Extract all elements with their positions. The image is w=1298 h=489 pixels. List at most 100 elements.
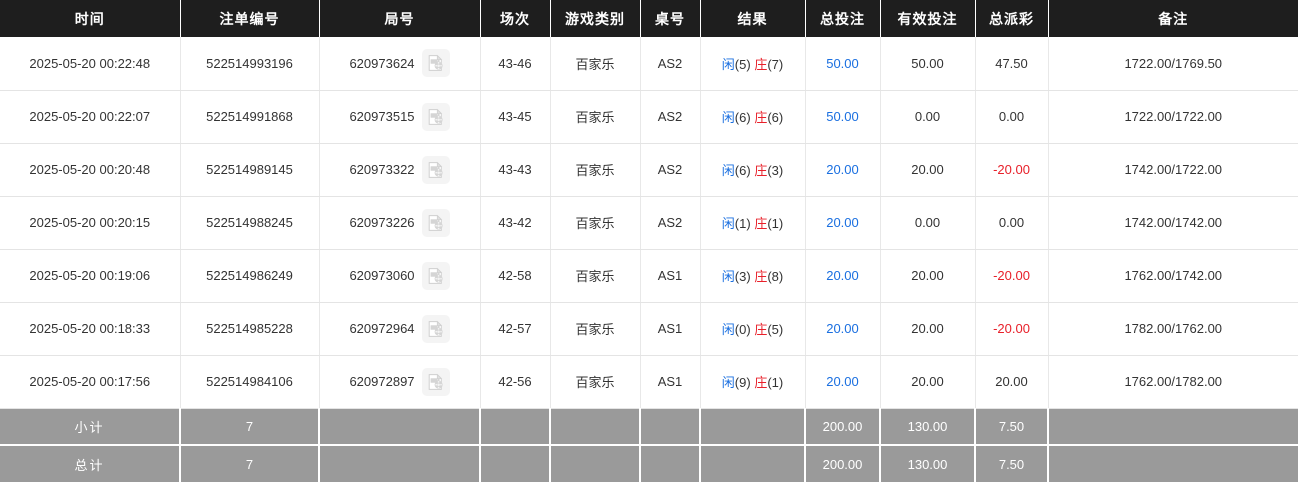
- video-record-icon[interactable]: [421, 367, 450, 396]
- cell-valid-stake: 20.00: [880, 249, 976, 303]
- column-header-session: 场次: [480, 0, 551, 37]
- cell-payout: 0.00: [975, 90, 1049, 144]
- cell-valid-stake: 50.00: [880, 37, 976, 91]
- summary-round: [319, 408, 481, 446]
- result-banker-value: (8): [767, 269, 784, 284]
- cell-table-no: AS1: [640, 249, 701, 303]
- table-row[interactable]: 2025-05-20 00:20:15 522514988245 6209732…: [0, 196, 1298, 250]
- result-player-value: (6): [734, 110, 751, 125]
- video-record-icon[interactable]: [421, 49, 450, 78]
- summary-table-no: [640, 408, 701, 446]
- cell-result: 闲(6) 庄(6): [700, 90, 806, 144]
- cell-stake: 20.00: [805, 355, 881, 409]
- cell-game: 百家乐: [550, 90, 641, 144]
- video-record-icon[interactable]: [421, 208, 450, 237]
- table-row[interactable]: 2025-05-20 00:22:07 522514991868 6209735…: [0, 90, 1298, 144]
- summary-result: [700, 408, 806, 446]
- summary-session: [480, 408, 551, 446]
- cell-stake: 20.00: [805, 302, 881, 356]
- summary-stake: 200.00: [805, 408, 881, 446]
- cell-stake: 20.00: [805, 249, 881, 303]
- cell-game: 百家乐: [550, 249, 641, 303]
- cell-result: 闲(1) 庄(1): [700, 196, 806, 250]
- cell-payout: -20.00: [975, 143, 1049, 197]
- video-record-icon[interactable]: [421, 155, 450, 184]
- cell-valid-stake: 0.00: [880, 90, 976, 144]
- table-row[interactable]: 2025-05-20 00:17:56 522514984106 6209728…: [0, 355, 1298, 409]
- cell-time: 2025-05-20 00:20:48: [0, 143, 181, 197]
- summary-game: [550, 408, 641, 446]
- cell-table-no: AS2: [640, 196, 701, 250]
- summary-table-no: [640, 445, 701, 482]
- table-header: 时间 注单编号 局号 场次 游戏类别 桌号 结果 总投注 有效投注 总派彩 备注: [0, 0, 1298, 37]
- video-record-icon[interactable]: [421, 102, 450, 131]
- table-body: 2025-05-20 00:22:48 522514993196 6209736…: [0, 37, 1298, 409]
- result-player-label: 闲: [721, 56, 735, 72]
- cell-round: 620973624: [319, 37, 481, 91]
- round-number: 620973226: [349, 215, 415, 230]
- table-row[interactable]: 2025-05-20 00:22:48 522514993196 6209736…: [0, 37, 1298, 91]
- result-banker-value: (1): [767, 216, 784, 231]
- cell-payout: -20.00: [975, 249, 1049, 303]
- cell-session: 42-57: [480, 302, 551, 356]
- cell-payout: 20.00: [975, 355, 1049, 409]
- cell-session: 42-58: [480, 249, 551, 303]
- cell-payout: -20.00: [975, 302, 1049, 356]
- cell-bet-id: 522514989145: [180, 143, 320, 197]
- summary-session: [480, 445, 551, 482]
- cell-round: 620973226: [319, 196, 481, 250]
- cell-game: 百家乐: [550, 355, 641, 409]
- result-player-label: 闲: [721, 163, 735, 178]
- cell-table-no: AS2: [640, 37, 701, 91]
- column-header-game: 游戏类别: [550, 0, 641, 37]
- summary-remark: [1048, 445, 1298, 482]
- header-row: 时间 注单编号 局号 场次 游戏类别 桌号 结果 总投注 有效投注 总派彩 备注: [0, 0, 1298, 37]
- summary-row: 总计 7 200.00 130.00 7.50: [0, 445, 1298, 482]
- cell-remark: 1762.00/1742.00: [1048, 249, 1298, 303]
- table-row[interactable]: 2025-05-20 00:18:33 522514985228 6209729…: [0, 302, 1298, 356]
- result-banker-label: 庄: [754, 110, 768, 125]
- video-record-icon[interactable]: [421, 314, 450, 343]
- cell-time: 2025-05-20 00:19:06: [0, 249, 181, 303]
- result-banker-value: (5): [767, 322, 784, 337]
- cell-result: 闲(6) 庄(3): [700, 143, 806, 197]
- cell-valid-stake: 20.00: [880, 355, 976, 409]
- column-header-remark: 备注: [1048, 0, 1298, 37]
- summary-valid-stake: 130.00: [880, 408, 976, 446]
- cell-remark: 1742.00/1742.00: [1048, 196, 1298, 250]
- summary-payout: 7.50: [975, 445, 1049, 482]
- summary-round: [319, 445, 481, 482]
- cell-valid-stake: 20.00: [880, 302, 976, 356]
- result-player-value: (0): [734, 322, 751, 337]
- column-header-valid-stake: 有效投注: [880, 0, 976, 37]
- cell-bet-id: 522514993196: [180, 37, 320, 91]
- cell-round: 620973515: [319, 90, 481, 144]
- result-player-value: (3): [734, 269, 751, 284]
- cell-stake: 50.00: [805, 37, 881, 91]
- cell-result: 闲(9) 庄(1): [700, 355, 806, 409]
- round-number: 620973322: [349, 162, 415, 177]
- table-summary: 小计 7 200.00 130.00 7.50 总计 7 200.00 130.…: [0, 408, 1298, 482]
- cell-session: 43-45: [480, 90, 551, 144]
- summary-stake: 200.00: [805, 445, 881, 482]
- summary-label: 小计: [0, 408, 181, 446]
- video-record-icon[interactable]: [421, 261, 450, 290]
- table-row[interactable]: 2025-05-20 00:20:48 522514989145 6209733…: [0, 143, 1298, 197]
- cell-result: 闲(3) 庄(8): [700, 249, 806, 303]
- result-banker-value: (3): [767, 163, 784, 178]
- cell-bet-id: 522514985228: [180, 302, 320, 356]
- cell-table-no: AS2: [640, 143, 701, 197]
- table-row[interactable]: 2025-05-20 00:19:06 522514986249 6209730…: [0, 249, 1298, 303]
- result-banker-value: (6): [767, 110, 784, 125]
- cell-session: 43-43: [480, 143, 551, 197]
- cell-game: 百家乐: [550, 37, 641, 91]
- result-player-label: 闲: [721, 269, 735, 284]
- result-banker-label: 庄: [754, 216, 768, 231]
- result-player-label: 闲: [721, 110, 735, 125]
- result-banker-value: (7): [767, 56, 784, 72]
- cell-result: 闲(0) 庄(5): [700, 302, 806, 356]
- round-number: 620973624: [349, 55, 415, 71]
- cell-stake: 20.00: [805, 196, 881, 250]
- cell-table-no: AS1: [640, 302, 701, 356]
